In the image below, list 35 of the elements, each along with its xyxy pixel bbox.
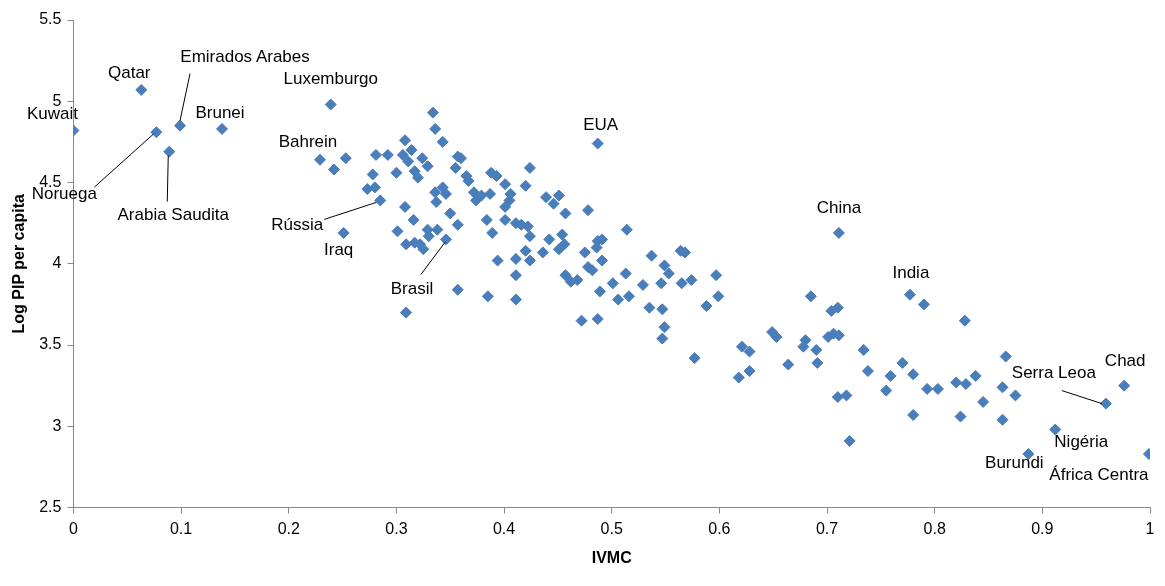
annotation: Rússia <box>271 215 324 235</box>
y-tick-label: 4 <box>52 254 62 272</box>
annotation: Qatar <box>108 62 151 82</box>
annotation: Emirados Arabes <box>180 47 310 67</box>
x-tick-label: 1 <box>1145 519 1155 537</box>
y-tick-label: 3.5 <box>39 335 62 353</box>
y-axis-title: Log PIP per capita <box>10 194 28 334</box>
annotation: Burundi <box>985 452 1044 472</box>
annotation: África Centra <box>1049 464 1150 484</box>
x-axis-title: IVMC <box>591 548 633 566</box>
y-tick-label: 5.5 <box>39 10 62 28</box>
annotation: Brasil <box>390 279 434 299</box>
x-tick-label: 0.5 <box>600 519 623 537</box>
annotation: Serra Leoa <box>1011 363 1097 383</box>
annotation: Brunei <box>195 102 245 122</box>
annotation: Iraq <box>324 239 354 259</box>
x-tick-label: 0.9 <box>1031 519 1054 537</box>
annotation: EUA <box>583 115 619 135</box>
annotation: Nigéria <box>1054 432 1109 452</box>
annotation: Bahrein <box>278 132 338 152</box>
x-tick-label: 0.8 <box>923 519 946 537</box>
annotation: India <box>892 263 930 283</box>
x-tick-label: 0.1 <box>169 519 193 537</box>
x-tick-label: 0.4 <box>492 519 516 537</box>
annotation: China <box>816 197 862 217</box>
annotation: Chad <box>1104 351 1146 371</box>
x-tick-label: 0.6 <box>708 519 731 537</box>
annotation: Luxemburgo <box>283 69 378 89</box>
x-tick-label: 0.7 <box>815 519 839 537</box>
x-tick-label: 0.3 <box>385 519 408 537</box>
y-tick-label: 3 <box>52 416 62 434</box>
y-tick-label: 2.5 <box>39 498 62 516</box>
x-tick-label: 0 <box>68 519 78 537</box>
x-tick-label: 0.2 <box>277 519 300 537</box>
annotation: Arabia Saudita <box>117 205 230 225</box>
